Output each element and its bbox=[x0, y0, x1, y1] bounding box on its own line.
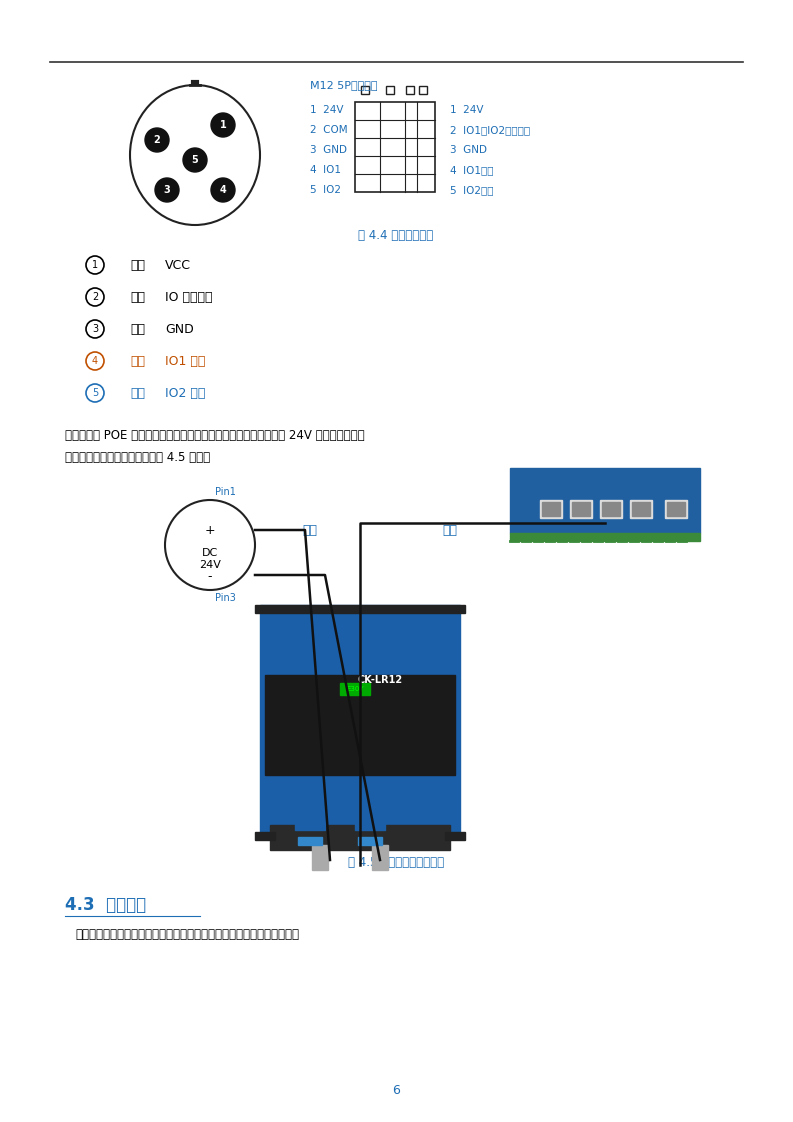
Text: 2: 2 bbox=[92, 292, 98, 302]
Bar bbox=[540, 500, 562, 518]
Bar bbox=[572, 502, 590, 516]
Text: 白色: 白色 bbox=[130, 258, 145, 272]
Text: 图 4.4 接口引脚定义: 图 4.4 接口引脚定义 bbox=[358, 229, 434, 241]
Text: 4  IO1引脚: 4 IO1引脚 bbox=[450, 165, 493, 175]
Bar bbox=[265, 675, 455, 775]
Bar bbox=[361, 86, 369, 94]
Text: IO1 引脚: IO1 引脚 bbox=[165, 355, 205, 368]
Bar bbox=[602, 502, 620, 516]
Bar bbox=[358, 837, 382, 845]
Text: 4: 4 bbox=[220, 185, 226, 195]
Text: 2: 2 bbox=[154, 135, 160, 145]
Bar bbox=[255, 833, 275, 840]
Bar bbox=[355, 102, 435, 192]
Text: -: - bbox=[208, 570, 213, 583]
Circle shape bbox=[155, 178, 179, 202]
Text: 24V: 24V bbox=[199, 560, 221, 570]
Text: M12 5P公头插座: M12 5P公头插座 bbox=[310, 80, 377, 90]
Text: GND: GND bbox=[165, 322, 193, 335]
Bar bbox=[667, 502, 685, 516]
Bar bbox=[372, 845, 388, 870]
Bar bbox=[630, 500, 652, 518]
Text: 3  GND: 3 GND bbox=[310, 145, 347, 155]
Bar bbox=[340, 683, 370, 695]
Bar bbox=[260, 605, 460, 835]
Bar bbox=[542, 502, 560, 516]
Text: Pin1: Pin1 bbox=[215, 487, 236, 497]
Bar bbox=[570, 500, 592, 518]
Text: 供电: 供电 bbox=[302, 524, 317, 536]
Text: 为了提供设备的稳定性和抗干扰能力，设备必须可靠接地，要求见下图：: 为了提供设备的稳定性和抗干扰能力，设备必须可靠接地，要求见下图： bbox=[75, 929, 299, 941]
Bar bbox=[632, 502, 650, 516]
Text: DC: DC bbox=[202, 548, 218, 558]
Bar bbox=[510, 533, 700, 541]
Bar bbox=[298, 837, 322, 845]
Bar bbox=[270, 825, 450, 850]
Text: 4  IO1: 4 IO1 bbox=[310, 165, 341, 175]
Text: E30Y: E30Y bbox=[347, 686, 364, 692]
Text: 5  IO2引脚: 5 IO2引脚 bbox=[450, 185, 493, 195]
Text: 设备与读写器的连线组网如下图 4.5 所示。: 设备与读写器的连线组网如下图 4.5 所示。 bbox=[65, 451, 210, 463]
Bar bbox=[386, 86, 394, 94]
Text: 4: 4 bbox=[92, 356, 98, 366]
Bar bbox=[665, 500, 687, 518]
Text: 蓝色: 蓝色 bbox=[130, 386, 145, 399]
Text: 3  GND: 3 GND bbox=[450, 145, 487, 155]
Circle shape bbox=[211, 113, 235, 137]
Text: 1  24V: 1 24V bbox=[310, 105, 343, 114]
Circle shape bbox=[183, 148, 207, 172]
Text: 当用户没有 POE 交换机时可以用普通交换机代替，但需要使用直流 24V 为读写器供电，: 当用户没有 POE 交换机时可以用普通交换机代替，但需要使用直流 24V 为读写… bbox=[65, 429, 365, 441]
Text: 5: 5 bbox=[92, 388, 98, 398]
Bar bbox=[312, 845, 328, 870]
Bar bbox=[406, 86, 414, 94]
Text: 3: 3 bbox=[92, 324, 98, 334]
Text: 通信: 通信 bbox=[442, 524, 458, 536]
Text: 2  IO1和IO2公共引脚: 2 IO1和IO2公共引脚 bbox=[450, 125, 531, 135]
Bar bbox=[600, 500, 622, 518]
Text: VCC: VCC bbox=[165, 258, 191, 272]
Text: 1: 1 bbox=[92, 260, 98, 270]
Text: IO 公共引脚: IO 公共引脚 bbox=[165, 291, 213, 303]
Text: 2  COM: 2 COM bbox=[310, 125, 347, 135]
Text: 3: 3 bbox=[163, 185, 170, 195]
Circle shape bbox=[211, 178, 235, 202]
Bar bbox=[295, 810, 325, 830]
Bar bbox=[419, 86, 427, 94]
Text: 1  24V: 1 24V bbox=[450, 105, 484, 114]
Text: 棕色: 棕色 bbox=[130, 355, 145, 368]
Text: 5: 5 bbox=[192, 155, 198, 165]
Text: 黑色: 黑色 bbox=[130, 291, 145, 303]
Bar bbox=[255, 605, 465, 613]
Text: 图 4.5 直流供电组网示意图: 图 4.5 直流供电组网示意图 bbox=[348, 855, 444, 868]
Circle shape bbox=[145, 128, 169, 151]
Bar bbox=[445, 833, 465, 840]
Text: 红色: 红色 bbox=[130, 322, 145, 335]
Bar bbox=[355, 810, 385, 830]
Text: Pin3: Pin3 bbox=[215, 594, 236, 603]
Text: 4.3  系统接地: 4.3 系统接地 bbox=[65, 896, 146, 914]
Text: +: + bbox=[205, 524, 216, 536]
Text: 5  IO2: 5 IO2 bbox=[310, 185, 341, 195]
Text: IO2 引脚: IO2 引脚 bbox=[165, 386, 205, 399]
Bar bbox=[510, 468, 700, 533]
Text: 1: 1 bbox=[220, 120, 226, 130]
Text: 6: 6 bbox=[392, 1084, 400, 1096]
Text: CK-LR12: CK-LR12 bbox=[358, 675, 403, 686]
